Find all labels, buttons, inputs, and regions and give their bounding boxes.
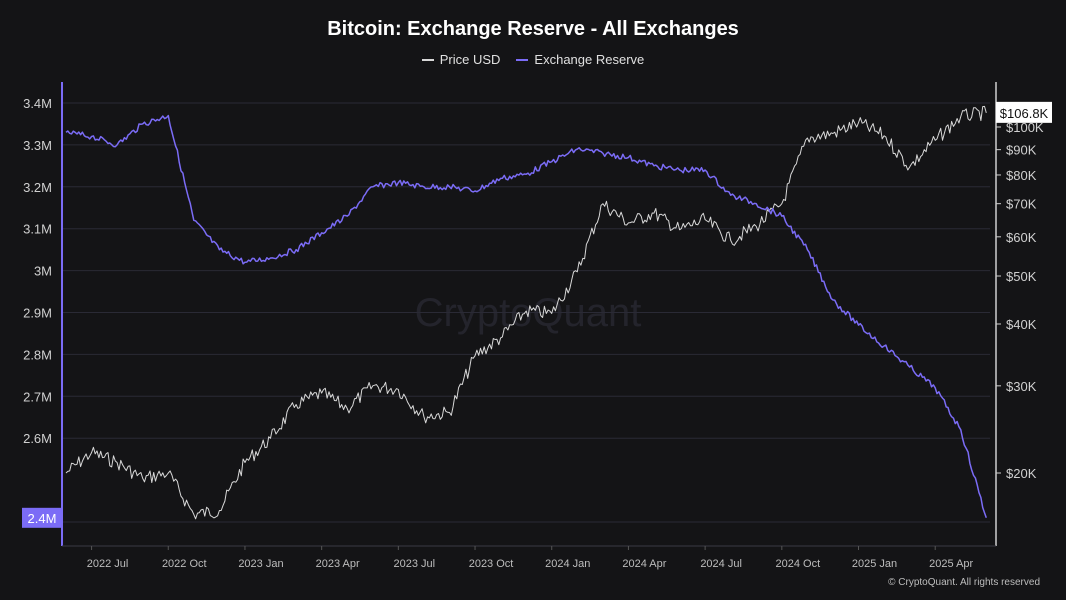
chart-title: Bitcoin: Exchange Reserve - All Exchange… [327, 18, 739, 40]
reserve-line [65, 114, 988, 519]
x-tick-label: 2024 Apr [622, 558, 666, 570]
x-tick-label: 2024 Jan [545, 558, 590, 570]
legend-item-price[interactable]: Price USD [421, 52, 501, 67]
price-line [65, 105, 987, 520]
x-tick-label: 2022 Oct [162, 558, 207, 570]
x-tick-label: 2023 Jan [238, 558, 283, 570]
left-tick-label: 3.3M [23, 138, 52, 153]
x-tick-label: 2022 Jul [87, 558, 129, 570]
current-reserve-label: 2.4M [28, 511, 57, 526]
x-tick-label: 2024 Oct [775, 558, 820, 570]
legend-item-reserve[interactable]: Exchange Reserve [516, 52, 644, 67]
legend-label-reserve: Exchange Reserve [534, 52, 645, 67]
legend-label-price: Price USD [439, 52, 501, 67]
right-tick-label: $50K [1006, 269, 1037, 284]
current-price-badge [996, 101, 1052, 123]
copyright-footer: © CryptoQuant. All rights reserved [888, 577, 1040, 588]
current-reserve-badge [22, 507, 62, 528]
x-tick-label: 2024 Jul [700, 558, 742, 570]
left-tick-label: 2.6M [23, 431, 52, 446]
x-tick-label: 2023 Oct [469, 558, 514, 570]
left-tick-label: 2.7M [23, 389, 52, 404]
right-tick-label: $30K [1006, 379, 1037, 394]
legend: Price USD Exchange Reserve [0, 52, 1066, 67]
right-tick-label: $40K [1006, 317, 1037, 332]
price-swatch [421, 58, 434, 61]
left-tick-label: 3.1M [23, 222, 52, 237]
x-tick-label: 2023 Jul [394, 558, 436, 570]
right-tick-label: $90K [1006, 143, 1037, 158]
left-tick-label: 2.8M [23, 347, 52, 362]
left-tick-label: 2.9M [23, 306, 52, 321]
x-tick-label: 2025 Apr [929, 558, 973, 570]
right-tick-label: $70K [1006, 197, 1037, 212]
right-tick-label: $60K [1006, 230, 1037, 245]
left-tick-label: 3.4M [23, 96, 52, 111]
current-price-label: $106.8K [1000, 106, 1049, 121]
reserve-swatch [516, 58, 529, 61]
right-tick-label: $20K [1006, 466, 1037, 481]
x-tick-label: 2025 Jan [852, 558, 897, 570]
left-tick-label: 3.2M [23, 180, 52, 195]
right-tick-label: $100K [1006, 120, 1044, 135]
left-tick-label: 3M [34, 264, 52, 279]
x-tick-label: 2023 Apr [316, 558, 360, 570]
right-tick-label: $80K [1006, 168, 1037, 183]
